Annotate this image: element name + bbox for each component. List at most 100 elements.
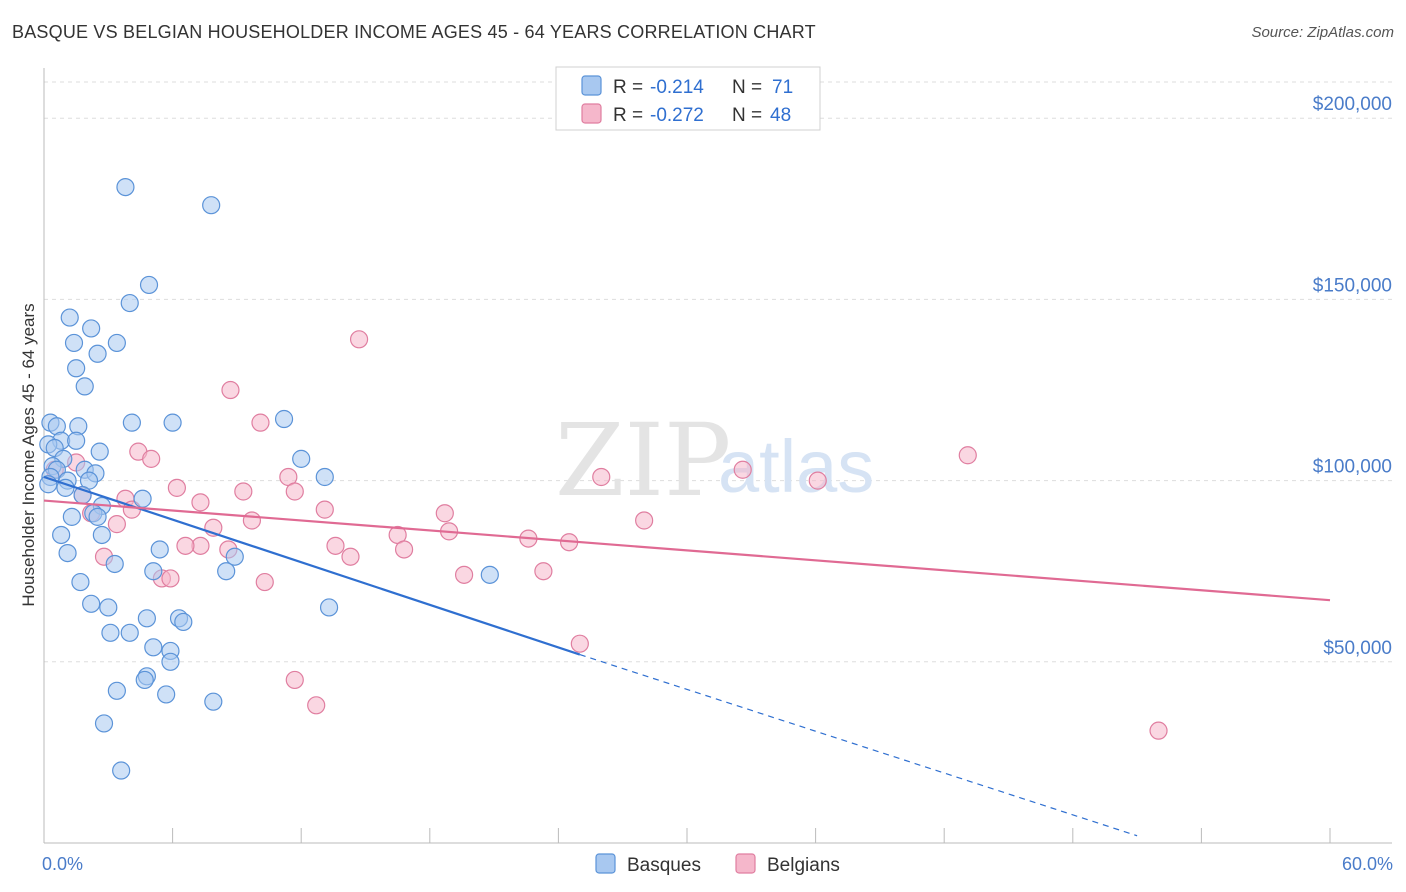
belgians-point-44: [307, 696, 326, 715]
belgians-point-3: [958, 446, 977, 465]
chart-title: BASQUE VS BELGIAN HOUSEHOLDER INCOME AGE…: [12, 22, 816, 42]
belgians-trend-line: [43, 499, 1331, 602]
belgians-point-45: [1149, 721, 1168, 740]
belgians-point-37: [454, 565, 474, 584]
basques-point-63: [107, 681, 126, 700]
series-belgians: [45, 330, 1168, 740]
basques-point-52: [319, 598, 339, 617]
trend-lines: [43, 475, 1331, 837]
basques-point-1: [202, 196, 221, 215]
belgians-point-38: [534, 562, 553, 581]
y-tick-labels: $50,000 $100,000 $150,000 $200,000: [1313, 94, 1392, 659]
legend-r-label-basques: R =: [613, 77, 643, 98]
basques-point-18: [67, 431, 86, 450]
basques-point-7: [107, 333, 126, 353]
basques-point-40: [52, 525, 71, 545]
basques-point-56: [101, 623, 120, 642]
belgians-point-32: [176, 536, 195, 555]
basques-point-49: [71, 572, 90, 592]
y-tick-label-0: $50,000: [1323, 638, 1392, 659]
bottom-legend-basques: Basques: [627, 855, 701, 876]
basques-point-55: [174, 612, 193, 632]
basques-point-38: [62, 507, 81, 526]
belgians-point-23: [635, 511, 654, 530]
belgians-point-30: [326, 536, 345, 555]
belgians-point-12: [167, 478, 186, 497]
grid-lines: [44, 81, 1392, 663]
belgians-point-42: [570, 634, 589, 653]
belgians-point-21: [435, 504, 454, 523]
basques-point-51: [99, 598, 118, 617]
y-tick-label-2: $150,000: [1313, 275, 1392, 296]
basques-point-11: [122, 413, 141, 432]
belgians-point-22: [242, 511, 262, 530]
basques-point-2: [139, 275, 159, 295]
x-tick-labels: 0.0% 60.0%: [42, 854, 1393, 874]
belgians-point-35: [341, 547, 360, 566]
legend: R = -0.214 N = 71 R = -0.272 N = 48: [555, 66, 821, 131]
basques-point-21: [90, 442, 109, 461]
legend-r-value-belgians: -0.272: [650, 105, 704, 126]
basques-point-28: [315, 467, 334, 487]
bottom-legend-belgians: Belgians: [767, 855, 840, 876]
belgians-point-17: [191, 493, 210, 512]
basques-point-39: [88, 507, 107, 526]
basques-point-57: [120, 623, 139, 642]
x-tick-label-max: 60.0%: [1342, 854, 1393, 874]
belgians-point-11: [808, 471, 827, 490]
belgians-point-41: [255, 572, 274, 592]
basques-point-66: [94, 714, 114, 733]
basques-point-9: [67, 359, 86, 378]
basques-point-4: [60, 308, 79, 327]
basques-point-65: [204, 692, 223, 711]
basques-point-58: [144, 638, 163, 657]
belgians-point-18: [315, 500, 334, 519]
legend-swatch-basques: [581, 75, 602, 96]
legend-swatch-belgians: [581, 103, 602, 124]
basques-point-62: [135, 670, 154, 690]
basques-point-43: [58, 543, 77, 563]
basques-point-45: [105, 554, 124, 574]
basques-point-5: [82, 319, 101, 338]
basques-point-53: [137, 609, 156, 628]
x-tick-label-min: 0.0%: [42, 854, 83, 874]
y-axis-label: Householder Income Ages 45 - 64 years: [19, 303, 38, 606]
series-basques: [39, 177, 499, 780]
basques-point-48: [480, 565, 499, 584]
basques-point-64: [157, 685, 176, 704]
basques-point-47: [217, 562, 236, 581]
basques-point-50: [82, 594, 101, 613]
watermark: ZIP atlas: [555, 402, 874, 519]
belgians-point-24: [107, 515, 126, 534]
basques-point-8: [88, 344, 107, 363]
legend-n-value-basques: 71: [772, 77, 793, 98]
legend-n-label-basques: N =: [732, 77, 762, 98]
belgians-point-33: [394, 540, 414, 559]
legend-n-label-belgians: N =: [732, 105, 762, 126]
belgians-point-43: [285, 670, 304, 690]
belgians-point-10: [592, 467, 611, 487]
belgians-point-5: [142, 449, 161, 468]
y-tick-label-1: $100,000: [1313, 457, 1392, 478]
basques-point-0: [116, 177, 135, 197]
basques-point-44: [225, 547, 244, 566]
legend-r-label-belgians: R =: [613, 105, 643, 126]
basques-point-3: [120, 293, 139, 313]
belgians-point-14: [234, 482, 253, 501]
legend-n-value-belgians: 48: [770, 105, 791, 126]
basques-point-13: [274, 409, 294, 429]
y-tick-label-3: $200,000: [1313, 94, 1392, 115]
basques-point-12: [163, 413, 182, 432]
legend-r-value-basques: -0.214: [650, 77, 704, 98]
belgians-point-0: [349, 330, 369, 349]
basques-point-60: [161, 652, 180, 671]
basques-point-41: [92, 525, 111, 545]
belgians-point-1: [221, 380, 240, 400]
bottom-legend-swatch-belgians: [735, 853, 756, 874]
watermark-zip: ZIP: [555, 402, 731, 519]
basques-point-35: [133, 489, 152, 508]
basques-point-6: [64, 333, 84, 353]
basques-point-42: [150, 540, 169, 559]
bottom-legend-swatch-basques: [595, 853, 616, 874]
